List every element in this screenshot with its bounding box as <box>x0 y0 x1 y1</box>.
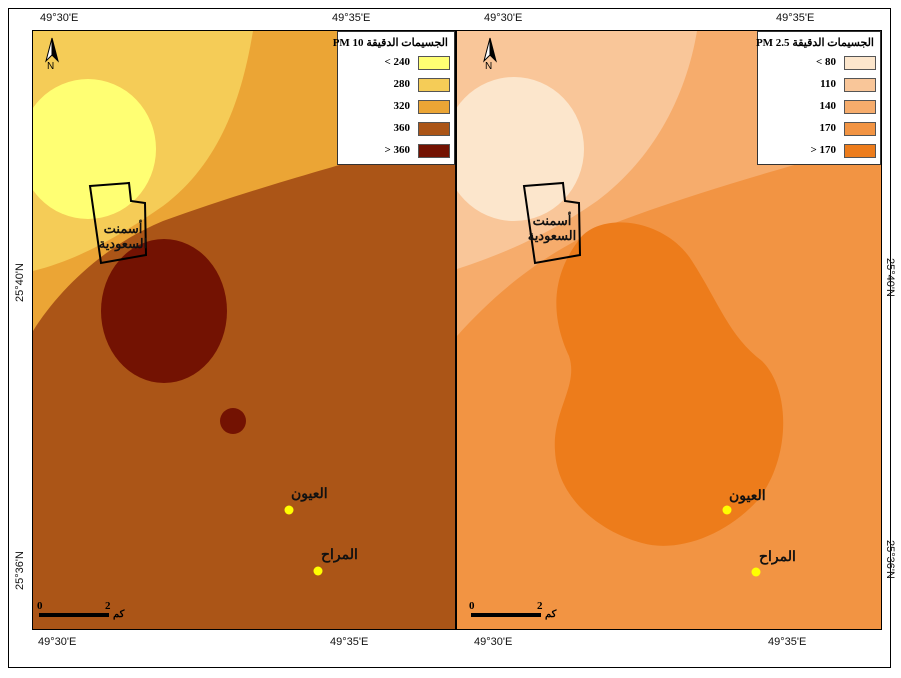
lon-label-bottom-left-2: 49°35'E <box>330 636 369 648</box>
lat-label-left-2: 25°36'N <box>14 551 26 590</box>
lon-label-bottom-right-2: 49°35'E <box>768 636 807 648</box>
pm10-map: أسمنت السعودية العيون المراح N 0 2 كم ال… <box>32 30 456 630</box>
legend-swatch <box>844 78 876 92</box>
scale-bar-line <box>39 613 109 617</box>
lat-label-right-2: 25°36'N <box>884 540 896 579</box>
legend-item: 280 <box>338 78 454 94</box>
factory-label-line2: السعودية <box>527 228 577 243</box>
factory-label: أسمنت السعودية <box>93 221 153 251</box>
legend-swatch <box>844 56 876 70</box>
legend-item: 240 > <box>338 56 454 72</box>
lon-label-top-left-1: 49°30'E <box>40 12 79 24</box>
legend-item: 360 <box>338 122 454 138</box>
legend-item: 170 <box>758 122 880 138</box>
legend-label: 360 < <box>384 144 410 156</box>
figure-frame <box>8 8 891 668</box>
zone-over-360-main <box>101 239 227 383</box>
pm25-map: أسمنت السعودية العيون المراح N 0 2 كم ال… <box>456 30 882 630</box>
legend-swatch <box>844 144 876 158</box>
legend-swatch <box>418 78 450 92</box>
legend-label: 240 > <box>384 56 410 68</box>
scale-unit: كم <box>113 609 125 620</box>
legend-item: 110 <box>758 78 880 94</box>
zone-over-170 <box>554 222 784 546</box>
lon-label-top-left-2: 49°35'E <box>332 12 371 24</box>
place-point-uyun <box>722 505 732 515</box>
north-arrow-icon <box>483 37 497 63</box>
legend-swatch <box>418 122 450 136</box>
legend-item: 80 > <box>758 56 880 72</box>
scale-unit: كم <box>545 609 557 620</box>
north-arrow: N <box>43 37 61 75</box>
north-letter: N <box>485 61 493 72</box>
legend-label: 140 <box>819 100 837 112</box>
pm25-legend: الجسيمات الدقيقة PM 2.5 80 > 110 140 170… <box>755 31 881 165</box>
legend-label: 280 <box>393 78 411 90</box>
scale-zero: 0 <box>469 600 475 612</box>
north-arrow-icon <box>45 37 59 63</box>
lon-label-top-right-1: 49°30'E <box>484 12 523 24</box>
north-arrow: N <box>481 37 499 75</box>
legend-label: 170 <box>819 122 837 134</box>
legend-swatch <box>844 100 876 114</box>
legend-label: 170 < <box>810 144 836 156</box>
zone-over-360-small <box>220 408 246 434</box>
legend-label: 360 <box>393 122 411 134</box>
factory-boundary <box>522 181 582 265</box>
legend-title: الجسيمات الدقيقة PM 2.5 <box>755 37 874 49</box>
legend-label: 320 <box>393 100 411 112</box>
scale-two: 2 <box>537 600 543 612</box>
scale-bar-line <box>471 613 541 617</box>
legend-title: الجسيمات الدقيقة PM 10 <box>332 37 448 49</box>
lat-label-right-1: 25°40'N <box>884 258 896 297</box>
lon-label-bottom-right-1: 49°30'E <box>474 636 513 648</box>
legend-swatch <box>418 144 450 158</box>
scale-bar: 0 2 كم <box>37 600 127 625</box>
factory-label-line1: أسمنت <box>532 213 572 228</box>
place-label-uyun: العيون <box>729 489 766 504</box>
legend-item: 140 <box>758 100 880 116</box>
scale-bar: 0 2 كم <box>469 600 559 625</box>
scale-two: 2 <box>105 600 111 612</box>
legend-item: 360 < <box>338 144 454 160</box>
factory-label-line2: السعودية <box>98 236 148 251</box>
place-point-marah <box>313 566 323 576</box>
place-point-uyun <box>284 505 294 515</box>
place-label-marah: المراح <box>321 548 358 563</box>
factory-boundary <box>88 181 148 265</box>
factory-label-line1: أسمنت <box>103 221 143 236</box>
legend-item: 170 < <box>758 144 880 160</box>
lat-label-left-1: 25°40'N <box>14 263 26 302</box>
legend-label: 110 <box>820 78 836 90</box>
legend-swatch <box>418 56 450 70</box>
legend-item: 320 <box>338 100 454 116</box>
factory-label: أسمنت السعودية <box>521 213 583 243</box>
zone-under-80 <box>457 77 584 221</box>
legend-label: 80 > <box>815 56 836 68</box>
legend-swatch <box>418 100 450 114</box>
lon-label-bottom-left-1: 49°30'E <box>38 636 77 648</box>
lon-label-top-right-2: 49°35'E <box>776 12 815 24</box>
scale-zero: 0 <box>37 600 43 612</box>
place-label-uyun: العيون <box>291 487 328 502</box>
pm10-legend: الجسيمات الدقيقة PM 10 240 > 280 320 360… <box>333 31 455 165</box>
place-point-marah <box>751 567 761 577</box>
legend-swatch <box>844 122 876 136</box>
north-letter: N <box>47 61 55 72</box>
place-label-marah: المراح <box>759 550 796 565</box>
